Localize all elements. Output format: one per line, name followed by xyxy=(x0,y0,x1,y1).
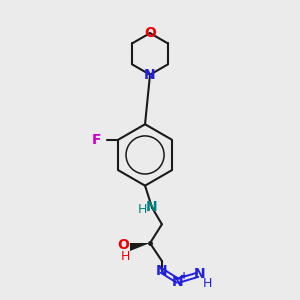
Text: N: N xyxy=(146,200,158,214)
Text: O: O xyxy=(144,26,156,40)
Text: +: + xyxy=(180,271,188,281)
Text: H: H xyxy=(121,250,130,262)
Text: H: H xyxy=(137,203,147,216)
Text: F: F xyxy=(92,133,101,147)
Text: N: N xyxy=(144,68,156,82)
Polygon shape xyxy=(130,243,150,251)
Text: N: N xyxy=(172,275,184,289)
Text: O: O xyxy=(117,238,129,252)
Text: N: N xyxy=(156,264,168,278)
Text: N: N xyxy=(194,267,205,281)
Text: H: H xyxy=(203,277,212,290)
